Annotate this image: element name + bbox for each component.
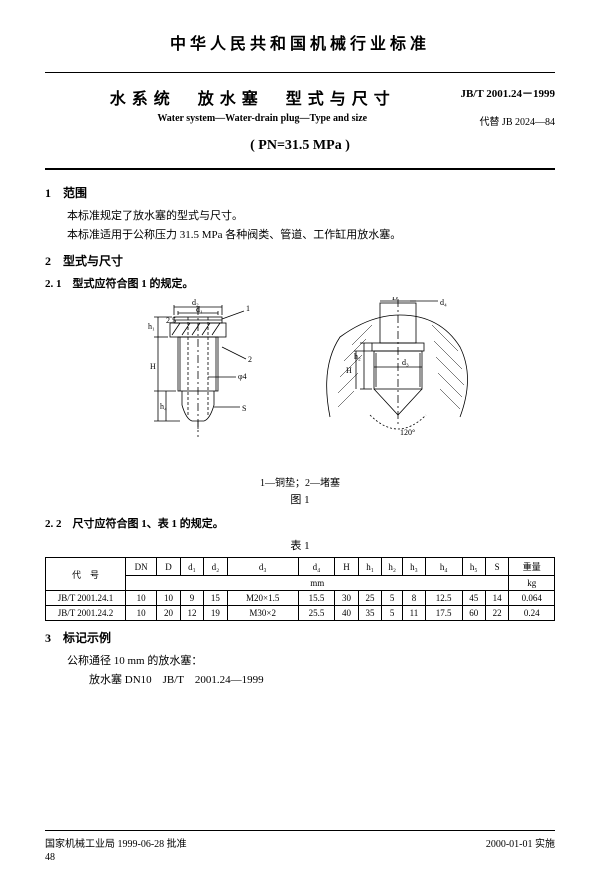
svg-text:120°: 120° — [400, 428, 415, 437]
rule-thick — [45, 168, 555, 170]
replaces-note: 代替 JB 2024—84 — [479, 113, 555, 128]
dimension-table: 代 号 DN D d₁ d₂ d₃ d₄ H h₁ h₂ h₃ h₄ h₅ S … — [45, 557, 555, 621]
subsection-2-2: 2. 2 尺寸应符合图 1、表 1 的规定。 — [45, 515, 555, 531]
subsection-2-1: 2. 1 型式应符合图 1 的规定。 — [45, 275, 555, 291]
svg-text:1: 1 — [246, 304, 250, 313]
approval-text: 国家机械工业局 1999-06-28 批准 — [45, 835, 187, 850]
section-2-title: 2 型式与尺寸 — [45, 252, 555, 269]
svg-text:2: 2 — [248, 355, 252, 364]
svg-text:D: D — [392, 297, 398, 302]
table-row: JB/T 2001.24.11010915M20×1.515.530255812… — [46, 591, 555, 606]
svg-text:h₄: h₄ — [160, 402, 167, 411]
english-title: Water system—Water-drain plug—Type and s… — [45, 113, 479, 124]
table-caption: 表 1 — [45, 537, 555, 553]
rule-top — [45, 72, 555, 73]
main-title: 中华人民共和国机械行业标准 — [45, 30, 555, 54]
section-1-title: 1 范围 — [45, 184, 555, 201]
svg-text:H: H — [150, 362, 156, 371]
scope-p1: 本标准规定了放水塞的型式与尺寸。 — [45, 207, 555, 226]
svg-text:H: H — [346, 366, 352, 375]
svg-text:d₁: d₁ — [196, 305, 203, 314]
marking-p2: 放水塞 DN10 JB/T 2001.24—1999 — [45, 671, 555, 690]
marking-p1: 公称通径 10 mm 的放水塞： — [45, 652, 555, 671]
pn-spec: ( PN=31.5 MPa ) — [45, 138, 555, 154]
figure-parts-label: 1—铜垫；2—堵塞 — [45, 474, 555, 489]
footer: 国家机械工业局 1999-06-28 批准 2000-01-01 实施 48 — [45, 830, 555, 863]
sub-title: 水系统 放水塞 型式与尺寸 — [45, 85, 460, 109]
svg-text:2.5: 2.5 — [166, 316, 176, 325]
table-row: JB/T 2001.24.210201219M30×225.5403551117… — [46, 606, 555, 621]
figure-caption: 图 1 — [45, 491, 555, 507]
standard-number: JB/T 2001.24－1999 — [460, 85, 555, 101]
figure-1: d₂ d₁ h₁ 2.5 H h₄ φ4 S 1 2 — [45, 297, 555, 507]
scope-p2: 本标准适用于公称压力 31.5 MPa 各种阀类、管道、工作缸用放水塞。 — [45, 226, 555, 245]
svg-text:S: S — [242, 404, 246, 413]
svg-text:φ4: φ4 — [238, 372, 247, 381]
page-number: 48 — [45, 852, 555, 863]
svg-text:h₂: h₂ — [354, 352, 361, 361]
svg-text:d₄: d₄ — [440, 298, 447, 307]
svg-text:h₁: h₁ — [148, 322, 155, 331]
section-3-title: 3 标记示例 — [45, 629, 555, 646]
effective-text: 2000-01-01 实施 — [486, 835, 555, 850]
table-head-row: 代 号 DN D d₁ d₂ d₃ d₄ H h₁ h₂ h₃ h₄ h₅ S … — [46, 558, 555, 576]
svg-text:d₃: d₃ — [402, 358, 409, 367]
